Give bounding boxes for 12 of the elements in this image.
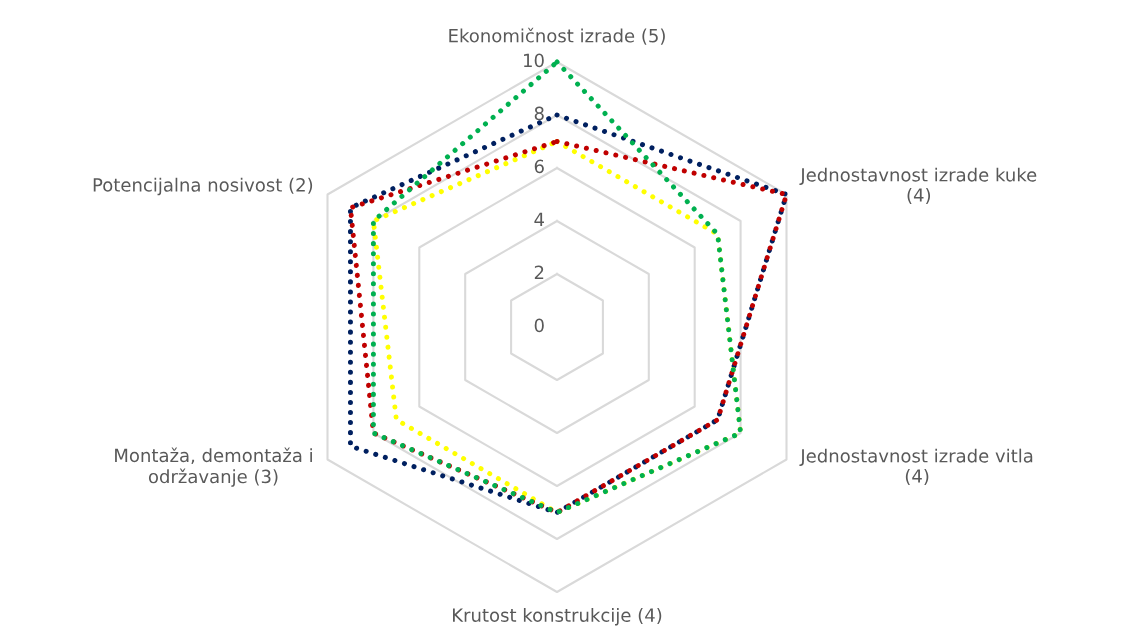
spoke-label: Jednostavnost izrade kuke (4) bbox=[799, 167, 1037, 204]
spoke-label: Krutost konstrukcije (4) bbox=[453, 608, 662, 626]
y-tick-label: 0 bbox=[534, 318, 544, 333]
spoke-label: Montaža, demontaža i održavanje (3) bbox=[115, 447, 312, 487]
spoke-label: Ekonomičnost izrade (5) bbox=[449, 27, 665, 45]
spoke-label: Jednostavnost izrade vitla (4) bbox=[799, 448, 1033, 485]
y-tick-label: 6 bbox=[534, 159, 544, 174]
y-tick-label: 10 bbox=[524, 53, 544, 68]
y-tick-label: 8 bbox=[534, 106, 544, 121]
spoke-label: Potencijalna nosivost (2) bbox=[93, 177, 313, 196]
y-tick-label: 2 bbox=[534, 265, 544, 279]
y-tick-label: 4 bbox=[534, 212, 544, 226]
